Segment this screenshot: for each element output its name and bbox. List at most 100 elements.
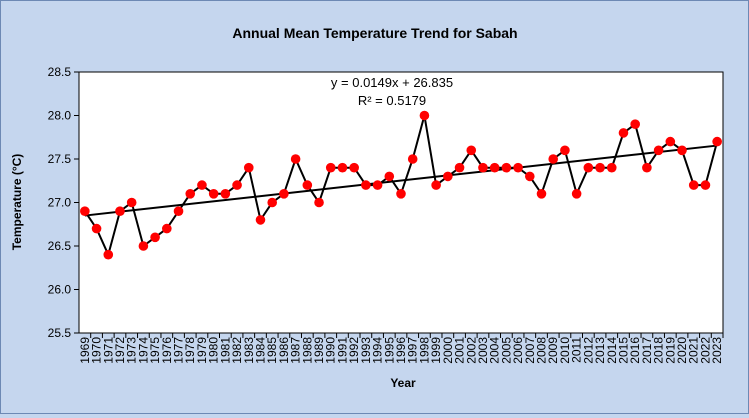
data-point-1998	[419, 110, 430, 121]
x-tick-label: 1973	[125, 337, 139, 364]
data-point-2018	[653, 145, 664, 156]
x-tick-label: 2014	[605, 337, 619, 364]
data-point-1969	[80, 206, 90, 216]
x-tick-label: 1989	[312, 337, 326, 364]
data-point-1975	[150, 232, 160, 243]
x-tick-label: 1982	[230, 337, 244, 364]
x-tick-label: 1969	[78, 337, 92, 364]
x-tick-label: 1987	[289, 337, 303, 364]
x-tick-label: 2020	[675, 337, 689, 364]
data-point-2023	[712, 136, 722, 147]
x-axis-label: Year	[390, 376, 416, 390]
x-tick-label: 1979	[195, 337, 209, 364]
data-point-2009	[548, 154, 559, 164]
data-point-1997	[407, 154, 418, 164]
x-tick-label: 1984	[253, 337, 267, 364]
x-tick-label: 1970	[90, 337, 104, 364]
data-point-2006	[513, 162, 523, 173]
data-point-1991	[337, 162, 348, 173]
x-tick-label: 2004	[488, 337, 502, 364]
x-tick-label: 2012	[581, 337, 595, 364]
y-axis-label: Temperature (°C)	[10, 154, 24, 251]
x-tick-label: 1980	[207, 337, 221, 364]
data-point-1990	[325, 162, 336, 173]
data-point-2008	[536, 189, 547, 199]
data-point-1994	[372, 180, 383, 190]
x-tick-label: 1991	[335, 337, 349, 364]
x-tick-label: 1983	[242, 337, 256, 364]
data-point-1988	[302, 180, 313, 190]
data-point-2011	[571, 189, 582, 199]
data-point-1996	[396, 189, 406, 199]
data-point-2022	[700, 180, 711, 190]
x-tick-label: 1998	[417, 337, 431, 364]
data-point-1985	[267, 197, 278, 208]
x-tick-label: 1977	[172, 337, 186, 364]
chart-title: Annual Mean Temperature Trend for Sabah	[232, 25, 517, 41]
x-tick-label: 1981	[218, 337, 232, 364]
x-tick-label: 2017	[640, 337, 654, 364]
x-tick-label: 2016	[628, 337, 642, 364]
data-point-2015	[618, 128, 629, 138]
data-point-1980	[208, 189, 219, 199]
x-tick-label: 2018	[652, 337, 666, 364]
x-tick-label: 1997	[406, 337, 420, 364]
data-point-2002	[466, 145, 477, 156]
x-tick-label: 1999	[429, 337, 443, 364]
data-point-2001	[454, 162, 465, 173]
x-tick-label: 2005	[499, 337, 513, 364]
data-point-1974	[138, 241, 149, 251]
data-point-2004	[489, 162, 500, 173]
x-tick-label: 2003	[476, 337, 490, 364]
x-tick-label: 1975	[148, 337, 162, 364]
data-point-2010	[560, 145, 570, 156]
x-tick-label: 2015	[616, 337, 630, 364]
y-tick-label: 27.0	[48, 196, 72, 210]
y-tick-label: 28.5	[48, 65, 72, 79]
x-axis-ticks: 1969197019711972197319741975197619771978…	[78, 333, 724, 364]
x-tick-label: 1995	[382, 337, 396, 364]
data-point-2017	[642, 162, 652, 173]
x-tick-label: 2006	[511, 337, 525, 364]
data-point-2000	[443, 171, 453, 182]
x-tick-label: 1993	[359, 337, 373, 364]
x-tick-label: 2013	[593, 337, 607, 364]
trend-equation: y = 0.0149x + 26.835	[331, 75, 453, 90]
x-tick-label: 2011	[570, 337, 584, 363]
x-tick-label: 1978	[183, 337, 197, 364]
y-axis-ticks: 25.5 26.0 26.5 27.0 27.5 28.0 28.5	[48, 65, 79, 340]
data-point-1978	[185, 189, 196, 199]
y-tick-label: 28.0	[48, 109, 72, 123]
x-tick-label: 1994	[371, 337, 385, 364]
x-tick-label: 2019	[663, 337, 677, 364]
data-point-1995	[384, 171, 395, 182]
data-point-2016	[630, 119, 640, 129]
y-tick-label: 26.0	[48, 283, 72, 297]
data-point-1972	[115, 206, 125, 216]
data-point-1970	[91, 223, 102, 234]
x-tick-label: 1974	[136, 337, 150, 364]
data-point-1993	[361, 180, 371, 190]
x-tick-label: 2022	[698, 337, 712, 364]
data-point-1986	[279, 189, 289, 199]
x-tick-label: 2010	[558, 337, 572, 364]
y-tick-label: 25.5	[48, 326, 72, 340]
x-tick-label: 1971	[101, 337, 115, 364]
x-tick-label: 1990	[324, 337, 338, 364]
x-tick-label: 2000	[441, 337, 455, 364]
x-tick-label: 1976	[160, 337, 174, 364]
data-point-1987	[290, 154, 301, 164]
data-point-1984	[255, 215, 266, 225]
data-point-2007	[525, 171, 535, 182]
data-point-2003	[478, 162, 488, 173]
data-point-1976	[162, 223, 172, 234]
data-points	[80, 110, 722, 260]
x-tick-label: 1996	[394, 337, 408, 364]
x-tick-label: 1992	[347, 337, 361, 364]
x-tick-label: 2009	[546, 337, 560, 364]
data-point-2005	[501, 162, 512, 173]
x-tick-label: 1972	[113, 337, 127, 364]
data-point-2021	[688, 180, 699, 190]
